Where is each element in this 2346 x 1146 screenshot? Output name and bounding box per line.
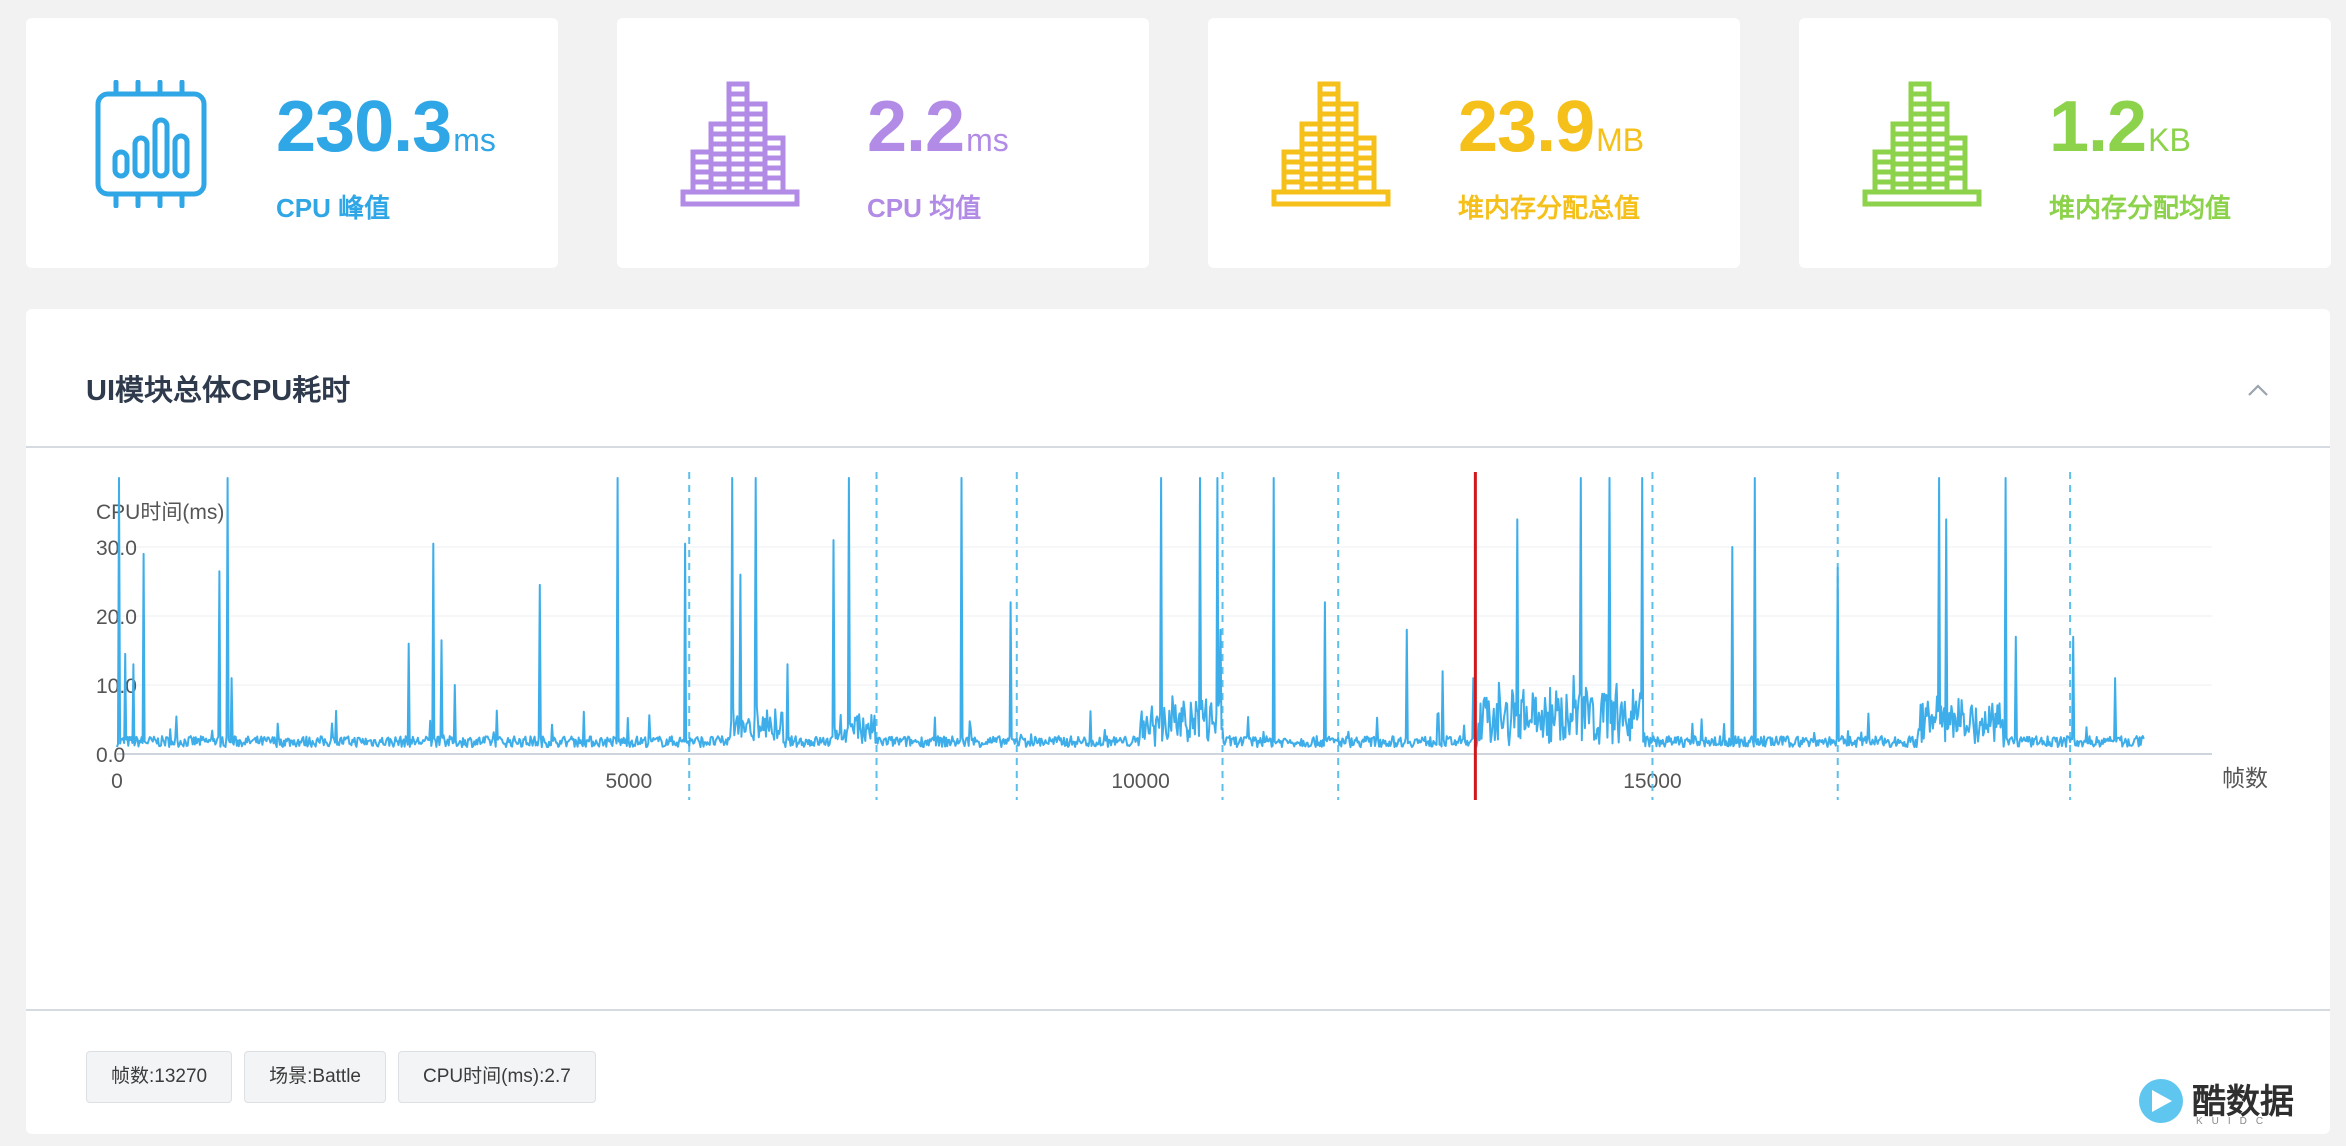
y-axis-label: CPU时间(ms) [96, 501, 224, 524]
panel-title: UI模块总体CPU耗时 [86, 375, 351, 407]
x-tick-label: 15000 [1623, 770, 1681, 793]
metric-value: 2.2 [867, 87, 965, 167]
scene-tag: 场景:Battle [244, 1051, 386, 1103]
metric-label: CPU 均值 [867, 193, 982, 223]
metric-value: 230.3 [276, 87, 452, 167]
metric-unit: ms [966, 122, 1009, 158]
metric-value: 1.2 [2049, 87, 2147, 167]
cpu-average-card: 2.2ms CPU 均值 [617, 18, 1149, 268]
metric-value: 23.9 [1458, 87, 1595, 167]
kuidc-watermark-logo: 酷数据 KUIDC [2136, 1072, 2336, 1132]
chevron-up-icon[interactable] [2246, 381, 2270, 399]
cpu-time-tag: CPU时间(ms):2.7 [398, 1051, 596, 1103]
heap-average-card: 1.2KB 堆内存分配均值 [1799, 18, 2331, 268]
status-tags: 帧数:13270 场景:Battle CPU时间(ms):2.7 [86, 1051, 596, 1103]
x-tick-label: 5000 [605, 770, 652, 793]
cpu-peak-metric: 230.3ms [276, 86, 496, 168]
y-tick-label: 20.0 [96, 606, 137, 629]
cpu-time-panel: UI模块总体CPU耗时 CPU时间(ms) 帧数 0.0 10.0 20.0 30.0… [26, 309, 2330, 1134]
metric-label: 堆内存分配均值 [2049, 193, 2232, 223]
cpu-peak-card: 230.3ms CPU 峰值 [26, 18, 558, 268]
cpu-chip-icon [95, 80, 207, 208]
cpu-average-metric: 2.2ms [867, 86, 1009, 168]
heap-total-metric: 23.9MB [1458, 86, 1644, 168]
y-tick-label: 0.0 [96, 744, 125, 767]
metric-unit: ms [453, 122, 496, 158]
bar-chart-icon [1271, 81, 1391, 207]
bar-chart-icon [680, 81, 800, 207]
watermark-subtext: KUIDC [2196, 1116, 2273, 1127]
x-tick-label: 10000 [1111, 770, 1169, 793]
frame-tag: 帧数:13270 [86, 1051, 233, 1103]
heap-total-card: 23.9MB 堆内存分配总值 [1208, 18, 1740, 268]
cpu-time-chart[interactable]: CPU时间(ms) 帧数 0.0 10.0 20.0 30.0 0 5000 10000 1… [26, 448, 2330, 848]
x-tick-label: 0 [111, 770, 123, 793]
heap-average-metric: 1.2KB [2049, 86, 2191, 168]
divider [26, 1009, 2330, 1011]
metric-label: 堆内存分配总值 [1458, 193, 1641, 223]
watermark-text: 酷数据 [2192, 1082, 2294, 1122]
panel-header: UI模块总体CPU耗时 [26, 309, 2330, 448]
metric-unit: MB [1596, 122, 1645, 158]
x-axis-label: 帧数 [2222, 765, 2268, 791]
metric-unit: KB [2148, 122, 2191, 158]
y-tick-label: 10.0 [96, 675, 137, 698]
metric-label: CPU 峰值 [276, 193, 391, 223]
bar-chart-icon [1862, 81, 1982, 207]
cpu-time-series-line [116, 477, 2145, 749]
y-tick-label: 30.0 [96, 537, 137, 560]
kuidc-logo-icon [2139, 1079, 2183, 1123]
cpu-time-line-chart[interactable]: CPU时间(ms) 帧数 0.0 10.0 20.0 30.0 0 5000 10000 1… [26, 448, 2330, 848]
